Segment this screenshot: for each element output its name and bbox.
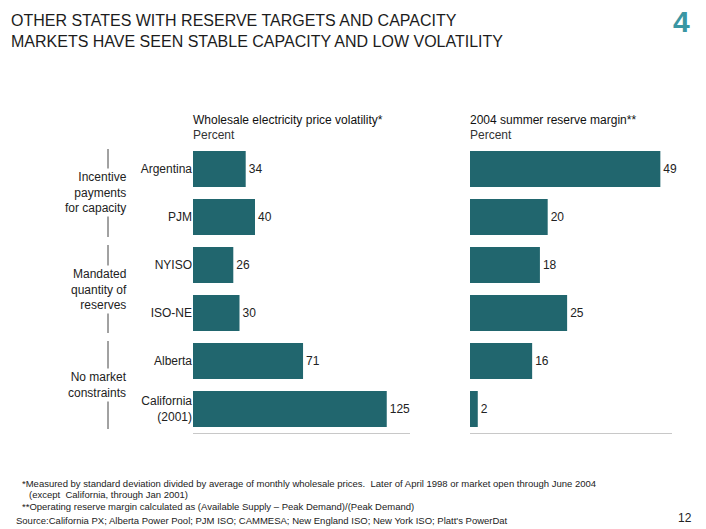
svg-text:2: 2 [481, 402, 488, 416]
svg-text:No marketconstraints: No marketconstraints [68, 370, 127, 400]
svg-text:26: 26 [236, 258, 250, 272]
svg-text:34: 34 [249, 162, 263, 176]
svg-text:*Measured by standard deviatio: *Measured by standard deviation divided … [22, 478, 596, 489]
svg-text:**Operating reserve margin cal: **Operating reserve margin calculated as… [22, 501, 414, 512]
svg-text:Argentina: Argentina [141, 162, 193, 176]
svg-text:18: 18 [543, 258, 557, 272]
svg-text:Alberta: Alberta [154, 354, 192, 368]
svg-text:12: 12 [678, 511, 692, 525]
svg-text:Percent: Percent [193, 128, 235, 142]
svg-text:25: 25 [570, 306, 584, 320]
svg-text:20: 20 [551, 210, 565, 224]
svg-text:(except California, through J: (except California, through Jan 2001) [29, 489, 188, 500]
svg-text:49: 49 [663, 162, 677, 176]
svg-text:71: 71 [306, 354, 320, 368]
svg-text:Mandatedquantity ofreserves: Mandatedquantity ofreserves [71, 267, 127, 312]
svg-text:Incentivepaymentsfor capacity: Incentivepaymentsfor capacity [65, 170, 127, 215]
svg-text:16: 16 [535, 354, 549, 368]
svg-text:125: 125 [390, 402, 410, 416]
svg-text:NYISO: NYISO [155, 258, 192, 272]
svg-text:2004 summer reserve margin**: 2004 summer reserve margin** [470, 113, 636, 127]
svg-text:PJM: PJM [168, 210, 192, 224]
svg-text:California(2001): California(2001) [141, 394, 192, 424]
svg-text:4: 4 [673, 5, 690, 38]
svg-text:Percent: Percent [470, 128, 512, 142]
svg-text:30: 30 [243, 306, 257, 320]
svg-text:ISO-NE: ISO-NE [151, 306, 192, 320]
svg-text:Source:California PX; Alberta: Source:California PX; Alberta Power Pool… [16, 515, 508, 526]
svg-text:Wholesale electricity price vo: Wholesale electricity price volatility* [193, 113, 383, 127]
svg-text:OTHER STATES WITH RESERVE TARG: OTHER STATES WITH RESERVE TARGETS AND CA… [11, 12, 503, 50]
svg-text:40: 40 [258, 210, 272, 224]
